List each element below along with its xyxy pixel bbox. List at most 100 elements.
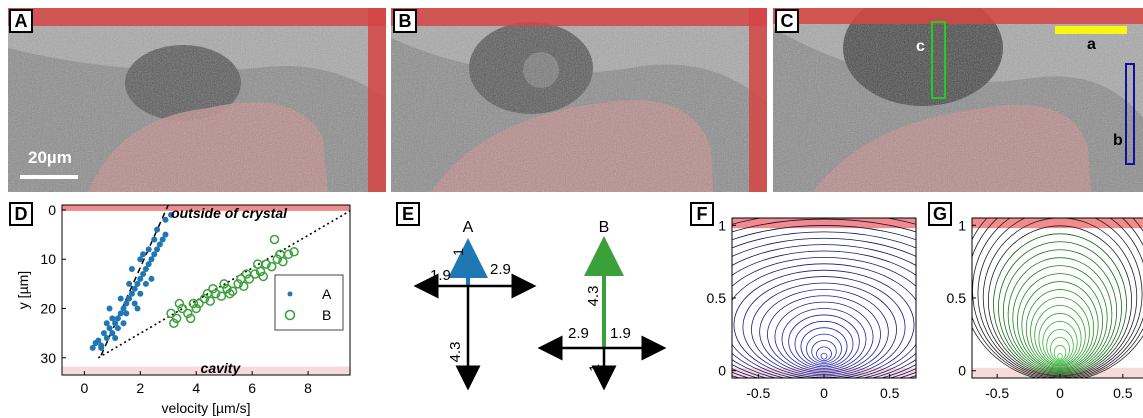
diagram-a-title: A: [463, 219, 474, 236]
point-a: [137, 290, 144, 297]
contour-line: [1050, 336, 1070, 362]
contour-line: [732, 263, 916, 378]
point-b: [219, 279, 229, 289]
point-b: [275, 249, 285, 260]
contour-line: [732, 250, 916, 378]
contour-line: [1012, 265, 1108, 371]
x-tick-label: 4: [192, 380, 200, 396]
point-a: [140, 270, 147, 277]
contour-line: [1007, 257, 1113, 372]
point-b: [225, 288, 235, 299]
roi-b: [1125, 63, 1135, 165]
x-tick-label: 0: [1056, 385, 1064, 401]
panel-label-e: E: [396, 202, 420, 226]
top-band: [972, 218, 1143, 229]
point-b: [208, 284, 218, 294]
contour-line: [816, 346, 832, 362]
x-tick-label: 0: [820, 385, 828, 401]
x-tick-label: 6: [248, 380, 256, 396]
x-axis-label: velocity [µm/s]: [162, 400, 251, 416]
diagram-a-left-value: 1.9: [430, 267, 451, 284]
point-b: [177, 303, 187, 314]
point-a: [123, 300, 130, 307]
diagram-b-up-value: 4.3: [585, 286, 602, 307]
contour-line: [1021, 281, 1099, 369]
roi-label-a: a: [1087, 36, 1096, 53]
contour-line: [788, 314, 860, 369]
micrograph-b: [391, 8, 767, 192]
x-tick-label: 8: [304, 380, 312, 396]
y-tick-label: 0: [958, 363, 966, 379]
point-a: [159, 236, 166, 243]
contour-line: [800, 327, 848, 366]
point-a: [103, 335, 110, 342]
y-tick-label: 0: [718, 363, 726, 379]
micrograph-a: 20µm: [8, 8, 386, 192]
point-a: [154, 226, 161, 233]
contour-line: [1016, 273, 1104, 370]
contour-line: [732, 257, 916, 378]
point-b: [269, 234, 280, 245]
plot-frame: [731, 217, 917, 379]
contour-line: [1046, 328, 1074, 363]
contour-line: [1038, 313, 1082, 365]
diagram-a-right-value: 2.9: [490, 261, 511, 278]
scale-bar: [20, 175, 78, 179]
point-b: [199, 293, 210, 304]
legend-label-b: B: [322, 307, 331, 323]
micrograph-c: c a b: [773, 8, 1143, 192]
point-b: [236, 274, 246, 284]
point-b: [289, 247, 299, 257]
point-b: [166, 308, 176, 319]
contour-line: [977, 218, 1143, 378]
panel-label-b: B: [393, 9, 417, 33]
y-tick-label: 0.5: [947, 290, 967, 306]
contour-line: [767, 295, 881, 374]
panel-label-a: A: [9, 9, 33, 33]
contour-line: [1034, 305, 1086, 366]
y-tick-label: 10: [40, 251, 56, 267]
point-a: [106, 305, 113, 312]
point-a: [156, 241, 163, 248]
diagram-b-right-value: 1.9: [610, 325, 631, 342]
roi-label-c: c: [916, 38, 925, 55]
point-a: [98, 344, 105, 351]
x-tick-label: -0.5: [746, 385, 770, 401]
point-a: [148, 275, 155, 282]
velocity-diagrams-e: A 1 1.9 2.9 4.3 B 4.3 2.9 1.9 1: [413, 219, 667, 391]
point-a: [145, 246, 152, 253]
y-tick-label: 0.5: [707, 290, 727, 306]
point-b: [266, 261, 277, 272]
contour-line: [1057, 352, 1063, 360]
diagram-a-up-value: 1: [450, 248, 466, 256]
panel-label-d: D: [9, 202, 33, 226]
point-a: [140, 251, 147, 258]
contour-line: [732, 218, 916, 233]
panel-label-c: C: [775, 9, 799, 33]
point-a: [148, 256, 155, 263]
point-a: [154, 246, 161, 253]
contour-line: [774, 301, 874, 372]
y-axis-label: y [µm]: [15, 271, 31, 309]
roi-a: [1055, 26, 1127, 34]
point-a: [117, 295, 124, 302]
panel-label-g: G: [928, 202, 952, 226]
point-a: [134, 280, 141, 287]
point-b: [241, 269, 252, 279]
point-a: [114, 325, 121, 332]
contour-line: [1025, 289, 1095, 368]
point-b: [191, 303, 201, 314]
point-b: [174, 298, 185, 309]
contour-line: [781, 308, 867, 371]
scatter-chart-d: 0 2 4 6 8 0 10 20 30 outside of crystal cavity v…: [15, 202, 351, 416]
point-a: [162, 216, 169, 223]
contour-line: [1002, 249, 1118, 373]
point-a: [89, 344, 96, 351]
point-a: [128, 290, 135, 297]
contour-line: [972, 218, 1143, 378]
point-b: [171, 313, 182, 324]
point-a: [126, 280, 133, 287]
point-b: [216, 291, 227, 301]
contour-line: [794, 320, 854, 368]
point-a: [114, 315, 121, 322]
